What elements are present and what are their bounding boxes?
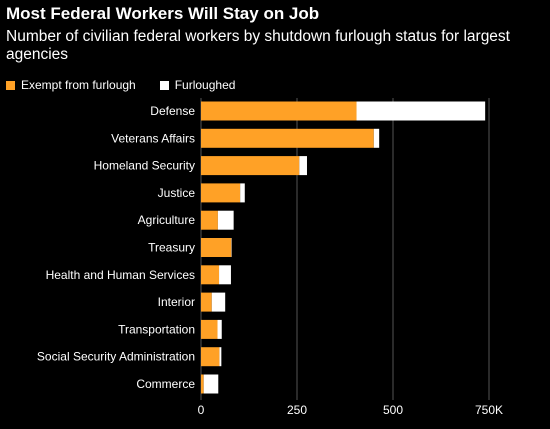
bar-furloughed-commerce <box>203 374 219 394</box>
category-label: Defense <box>150 104 195 118</box>
bar-exempt-transportation <box>201 319 218 339</box>
bar-furloughed-veterans-affairs <box>373 128 380 148</box>
bar-exempt-treasury <box>201 238 232 257</box>
chart-title: Most Federal Workers Will Stay on Job <box>6 4 320 23</box>
category-label: Agriculture <box>138 213 196 227</box>
category-label: Transportation <box>118 322 195 336</box>
category-label: Homeland Security <box>94 159 195 173</box>
bar-exempt-veterans-affairs <box>201 128 374 148</box>
x-tick-label: 0 <box>198 403 205 417</box>
category-label: Treasury <box>148 241 195 255</box>
legend-item-exempt: Exempt from furlough <box>6 78 136 92</box>
bar-furloughed-health-and-human-services <box>219 265 231 285</box>
bar-exempt-homeland-security <box>201 156 300 176</box>
bar-furloughed-defense <box>356 101 486 121</box>
bar-exempt-social-security-administration <box>201 347 220 367</box>
legend-swatch-furloughed <box>159 80 169 90</box>
bar-exempt-commerce <box>201 374 204 394</box>
bar-exempt-defense <box>201 101 357 121</box>
bar-furloughed-transportation <box>217 319 222 339</box>
bar-furloughed-social-security-administration <box>219 347 222 367</box>
category-label: Interior <box>158 295 195 309</box>
chart-subtitle: Number of civilian federal workers by sh… <box>6 28 510 63</box>
bar-furloughed-homeland-security <box>299 156 307 176</box>
category-label: Health and Human Services <box>46 268 195 282</box>
x-tick-label: 250 <box>287 403 307 417</box>
legend-item-furloughed: Furloughed <box>159 78 236 92</box>
bar-furloughed-interior <box>211 292 226 312</box>
bar-exempt-health-and-human-services <box>201 265 220 285</box>
category-label: Social Security Administration <box>37 350 195 364</box>
category-label: Justice <box>158 186 196 200</box>
legend-label-exempt: Exempt from furlough <box>21 78 136 92</box>
x-tick-label: 750K <box>475 403 503 417</box>
bar-exempt-justice <box>201 183 241 203</box>
bar-furloughed-justice <box>240 183 245 203</box>
bar-exempt-interior <box>201 292 212 312</box>
bar-exempt-agriculture <box>201 210 218 230</box>
bar-furloughed-agriculture <box>217 210 234 230</box>
legend: Exempt from furlough Furloughed <box>6 78 253 92</box>
category-label: Commerce <box>136 377 195 391</box>
x-tick-label: 500 <box>383 403 403 417</box>
legend-swatch-exempt <box>6 80 15 90</box>
category-label: Veterans Affairs <box>111 131 195 145</box>
legend-label-furloughed: Furloughed <box>174 78 236 92</box>
